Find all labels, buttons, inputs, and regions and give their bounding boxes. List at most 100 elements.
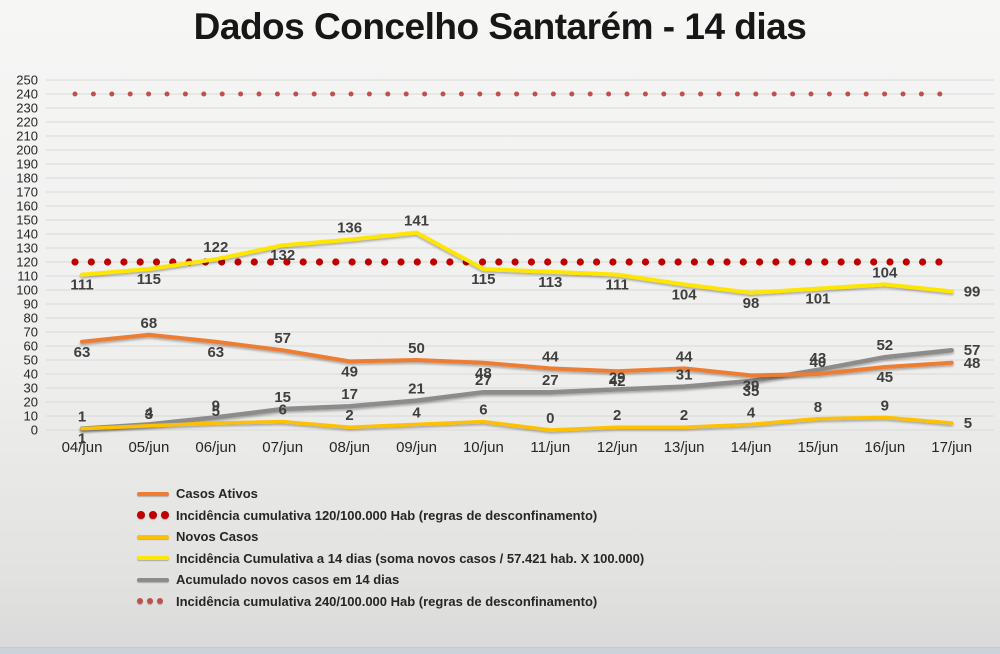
data-point-label: 35 [743,383,760,400]
data-point-label: 136 [337,220,362,237]
threshold-dot [576,258,584,266]
x-axis-tick-label: 15/jun [797,439,838,456]
threshold-dot [739,258,747,266]
data-point-label: 2 [345,407,353,424]
y-axis-tick-label: 220 [16,115,38,130]
threshold-dot [527,258,536,266]
threshold-dot [900,91,906,97]
data-point-label: 2 [613,407,621,424]
threshold-dot [87,258,95,266]
data-point-label: 113 [538,274,562,291]
legend-item: Incidência cumulativa 240/100.000 Hab (r… [137,591,644,613]
legend-item-label: Incidência cumulativa 120/100.000 Hab (r… [176,507,598,523]
series-line [79,347,954,431]
data-point-label: 6 [279,402,287,419]
threshold-dot [293,91,299,97]
legend-dot [147,598,153,605]
legend-line-marker [137,491,171,496]
threshold-dot [902,258,910,266]
data-point-label: 44 [542,348,559,365]
legend-item: Acumulado novos casos em 14 dias [137,569,644,591]
threshold-dot [870,258,878,266]
legend-item-label: Acumulado novos casos em 14 dias [176,572,400,588]
threshold-dot [837,258,845,266]
threshold-dot [477,91,483,97]
legend-dot [149,511,157,520]
x-axis-tick-label: 04/jun [62,439,103,456]
x-axis-tick-label: 07/jun [262,439,303,456]
data-point-label: 48 [475,365,492,382]
threshold-dot [127,91,133,97]
threshold-dot [182,91,188,97]
legend-item: Casos Ativos [137,483,644,505]
threshold-dot [201,91,207,97]
y-axis-tick-label: 80 [24,311,38,326]
y-axis-tick-label: 100 [16,283,38,298]
data-point-label: 132 [270,247,295,264]
data-point-label: 43 [810,350,827,367]
threshold-dot [283,258,291,266]
data-point-label: 31 [676,367,693,384]
legend-line [137,577,169,582]
threshold-dot [332,258,340,266]
y-axis-tick-label: 110 [17,269,38,284]
y-axis-tick-label: 50 [24,353,38,368]
threshold-dot [625,258,633,266]
threshold-dot [550,91,556,97]
legend-item: Incidência cumulativa 120/100.000 Hab (r… [137,505,644,527]
data-point-label: 27 [542,372,559,389]
threshold-dot [658,258,666,266]
chart-title: Dados Concelho Santarém - 14 dias [193,6,807,47]
series-line [80,332,954,378]
threshold-dot [385,91,391,97]
y-axis-tick-label: 30 [24,381,38,396]
threshold-dot [274,91,280,97]
legend-dot [137,511,145,520]
threshold-dot [734,91,740,97]
legend-line-marker [137,534,171,539]
y-axis-tick-label: 20 [24,395,38,410]
data-point-label: 63 [74,344,91,361]
x-axis-tick-label: 05/jun [128,439,169,456]
threshold-dot [882,91,888,97]
data-point-label: 9 [212,397,220,414]
x-axis-tick-label: 14/jun [731,439,772,456]
threshold-dot [90,91,96,97]
threshold-dot [495,258,503,266]
y-axis-tick-label: 140 [16,227,38,242]
y-axis-tick-label: 240 [16,87,38,102]
x-axis-tick-label: 11/jun [530,439,570,456]
threshold-dots-120 [71,258,943,266]
legend-dots-marker [137,598,171,605]
data-point-label: 68 [141,315,158,332]
threshold-dots-240 [72,91,943,97]
legend-dot [161,511,169,520]
threshold-dot [756,258,764,266]
threshold-dot [624,91,630,97]
y-axis-tick-label: 120 [16,255,38,270]
threshold-dot [71,258,79,266]
series-line [80,415,954,432]
x-axis-tick-label: 09/jun [396,439,437,456]
data-point-label: 52 [876,337,893,354]
threshold-dot [772,258,780,266]
threshold-dot [364,258,372,266]
legend-dots-marker [137,511,171,520]
threshold-dot [381,258,389,266]
legend-item-label: Incidência cumulativa 240/100.000 Hab (r… [176,593,598,609]
legend: Casos Ativos Incidência cumulativa 120/10… [137,483,644,612]
legend-line [137,491,169,496]
data-point-label: 98 [743,295,760,312]
data-point-label: 4 [747,404,756,421]
data-point-label: 15 [274,389,291,406]
threshold-dot [267,258,275,266]
legend-dot [157,598,163,605]
threshold-dot [886,258,894,266]
data-point-label: 4 [145,404,154,421]
data-point-label: 40 [810,354,827,371]
threshold-dot [641,258,650,266]
threshold-dot [788,258,796,266]
data-point-label: 9 [881,397,889,414]
y-axis-tick-label: 40 [24,367,38,382]
threshold-dot [72,91,78,97]
